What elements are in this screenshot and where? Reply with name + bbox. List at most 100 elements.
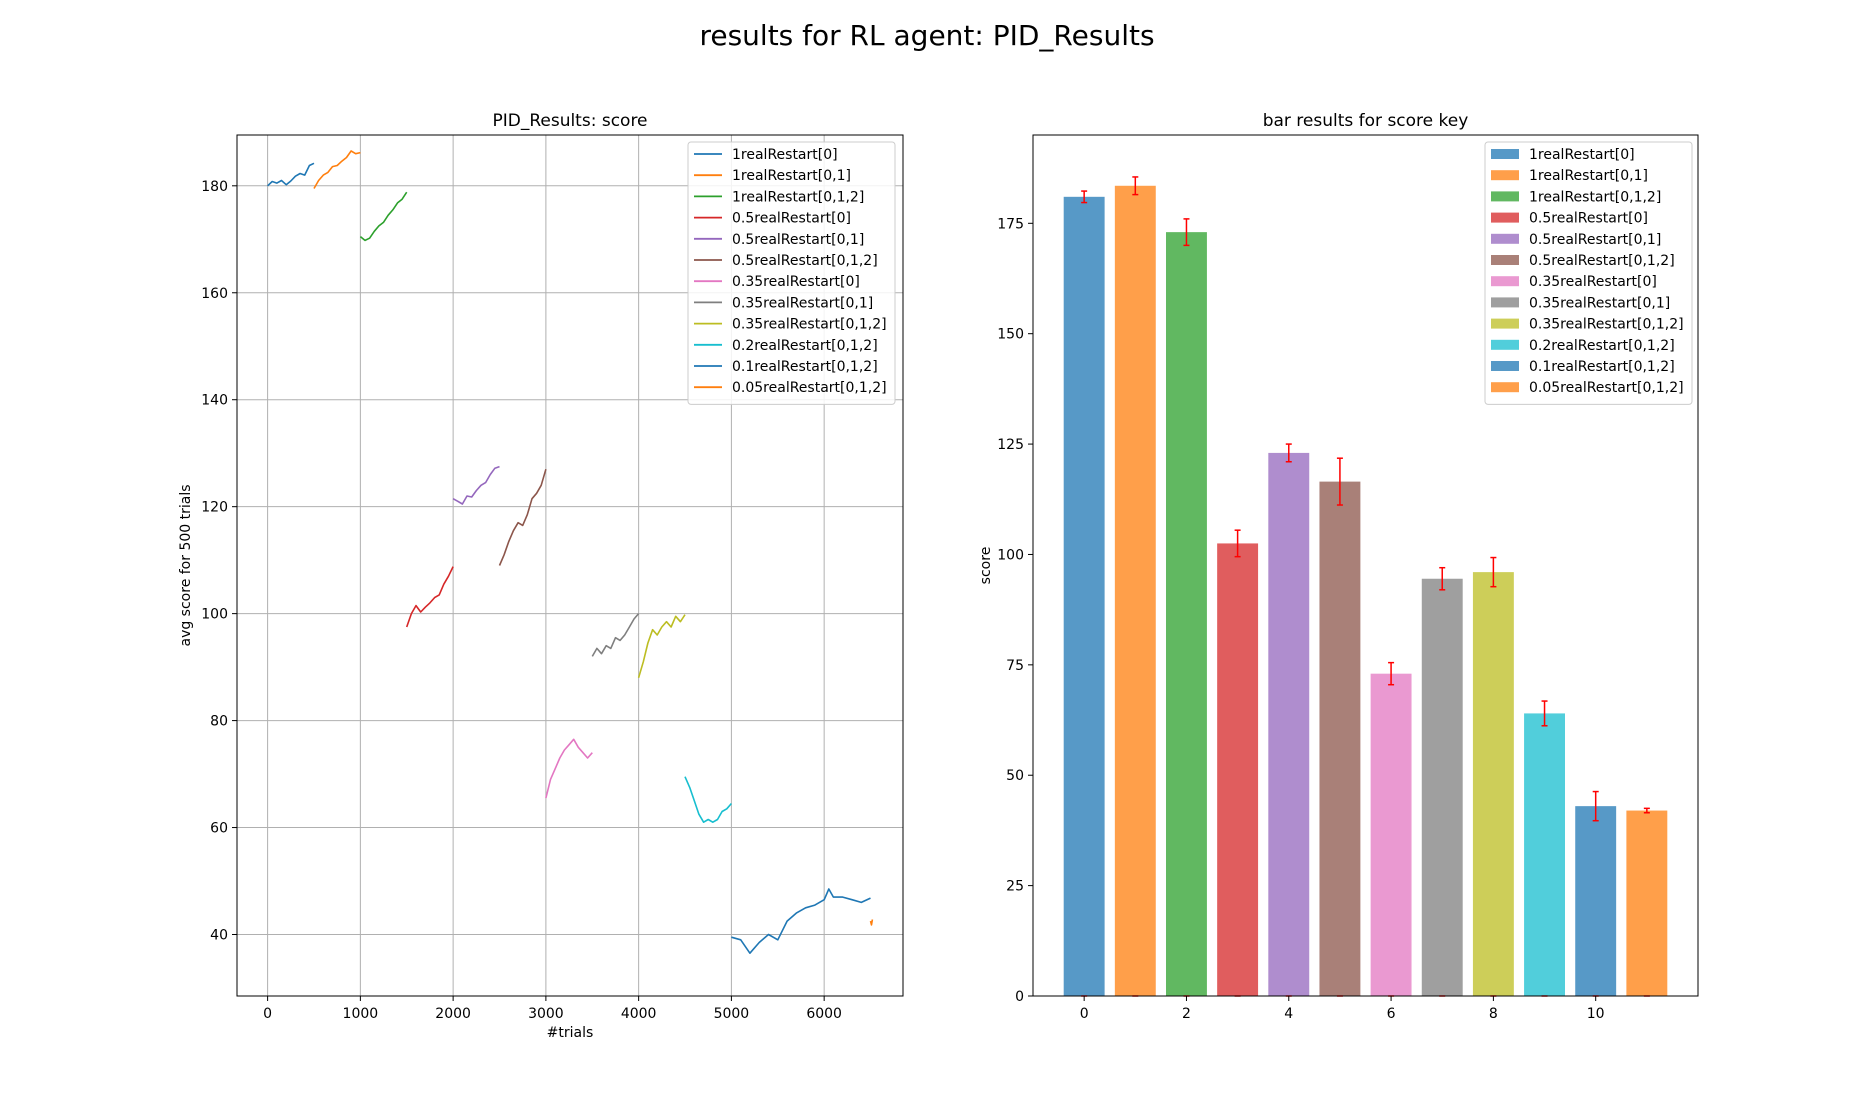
legend-entry-label: 0.2realRestart[0,1,2]	[732, 338, 878, 354]
y-tick-label: 140	[201, 393, 228, 409]
series-line	[545, 738, 593, 799]
legend-entry-label: 0.05realRestart[0,1,2]	[732, 380, 887, 396]
y-tick-label: 150	[997, 327, 1024, 343]
bar	[1370, 673, 1412, 996]
bar	[1063, 196, 1105, 997]
legend-entry-label: 1realRestart[0,1,2]	[1529, 189, 1661, 205]
figure-title: results for RL agent: PID_Results	[699, 19, 1154, 52]
x-tick-label: 2	[1182, 1006, 1191, 1022]
legend-patch-swatch	[1491, 212, 1519, 223]
line-chart-frame	[236, 134, 904, 997]
series-line	[313, 150, 361, 189]
y-tick-label: 75	[1006, 658, 1024, 674]
legend-patch-swatch	[1491, 170, 1519, 181]
legend-entry-label: 0.35realRestart[0,1]	[1529, 295, 1670, 311]
line-chart-panel: 0 1000 2000 3000 4000 5000 6000 40 60 80 100 120 14…	[178, 111, 904, 1041]
legend-entry-label: 0.35realRestart[0,1,2]	[1529, 317, 1684, 333]
y-tick-label: 60	[210, 821, 228, 837]
x-tick-label: 5000	[714, 1006, 750, 1022]
legend-entry-label: 0.5realRestart[0,1,2]	[1529, 253, 1675, 269]
x-tick-label: 1000	[343, 1006, 379, 1022]
line-chart-x-label: #trials	[547, 1025, 594, 1041]
legend-entry-label: 0.35realRestart[0]	[732, 274, 860, 290]
y-tick-label: 0	[1015, 989, 1024, 1005]
y-tick-label: 120	[201, 500, 228, 516]
x-tick-label: 4000	[621, 1006, 657, 1022]
legend-patch-swatch	[1491, 382, 1519, 393]
bar	[1421, 578, 1463, 996]
legend-entry-label: 0.5realRestart[0]	[1529, 211, 1648, 227]
line-chart-grid	[237, 135, 903, 996]
series-line	[731, 888, 871, 955]
bar	[1268, 452, 1310, 996]
bar	[1166, 232, 1207, 997]
bar	[1217, 543, 1259, 996]
x-tick-label: 6000	[806, 1006, 842, 1022]
series-line	[405, 566, 454, 628]
legend-entry-label: 0.5realRestart[0,1]	[1529, 232, 1661, 248]
line-chart-series-group	[267, 150, 874, 955]
series-line	[498, 468, 547, 566]
legend-entry-label: 0.35realRestart[0,1]	[732, 295, 873, 311]
line-chart-y-axis: 40 60 80 100 120 140 160 180	[201, 179, 237, 944]
legend-entry-label: 0.35realRestart[0]	[1529, 274, 1657, 290]
x-tick-label: 8	[1489, 1006, 1498, 1022]
legend-entry-label: 0.1realRestart[0,1,2]	[732, 359, 878, 375]
bar-chart-y-axis: 0 25 50 75 100 125 150 175	[997, 216, 1033, 1005]
series-line	[452, 465, 500, 505]
legend-entry-label: 1realRestart[0]	[1529, 147, 1635, 163]
bar	[1472, 572, 1514, 996]
legend-patch-swatch	[1491, 149, 1519, 159]
bar	[1626, 810, 1668, 996]
x-tick-label: 10	[1587, 1006, 1605, 1022]
legend-entry-label: 1realRestart[0,1,2]	[732, 189, 864, 205]
series-line	[591, 613, 640, 657]
line-chart-legend: 1realRestart[0] 1realRestart[0,1] 1realRes…	[687, 141, 896, 405]
legend-patch-swatch	[1491, 233, 1519, 244]
bar-chart-legend: 1realRestart[0] 1realRestart[0,1] 1realRes…	[1484, 141, 1693, 405]
series-line	[684, 776, 733, 824]
legend-entry-label: 0.5realRestart[0,1]	[732, 232, 864, 248]
bar	[1114, 185, 1156, 996]
x-tick-label: 6	[1387, 1006, 1396, 1022]
legend-entry-label: 1realRestart[0]	[732, 147, 838, 163]
legend-patch-swatch	[1491, 191, 1519, 202]
legend-entry-label: 1realRestart[0,1]	[1529, 168, 1648, 184]
bar-chart-y-label: score	[978, 547, 994, 585]
legend-patch-swatch	[1491, 276, 1519, 287]
x-tick-label: 4	[1284, 1006, 1293, 1022]
x-tick-label: 3000	[528, 1006, 564, 1022]
legend-patch-swatch	[1491, 318, 1519, 329]
bar-chart-bars-group	[1063, 185, 1668, 997]
legend-entry-label: 0.5realRestart[0,1,2]	[732, 253, 878, 269]
legend-entry-label: 0.05realRestart[0,1,2]	[1529, 380, 1684, 396]
series-line	[267, 162, 315, 187]
legend-entry-label: 0.1realRestart[0,1,2]	[1529, 359, 1675, 375]
legend-entry-label: 1realRestart[0,1]	[732, 168, 851, 184]
legend-box	[687, 141, 896, 405]
line-chart-title: PID_Results: score	[492, 111, 647, 131]
y-tick-label: 80	[210, 714, 228, 730]
bar	[1524, 713, 1565, 996]
bar-chart-x-axis: 0 2 4 6 8 10	[1080, 996, 1605, 1022]
series-line	[359, 191, 408, 242]
bar-chart-panel: 0 2 4 6 8 10 0 25 50 75 100 125 150 175 bar results …	[978, 111, 1699, 1022]
legend-patch-swatch	[1491, 361, 1519, 371]
legend-entry-label: 0.5realRestart[0]	[732, 211, 851, 227]
y-tick-label: 100	[997, 547, 1024, 563]
line-chart-x-axis: 0 1000 2000 3000 4000 5000 6000	[263, 996, 842, 1022]
bar-chart-frame	[1032, 134, 1699, 997]
y-tick-label: 50	[1006, 768, 1024, 784]
bar	[1575, 806, 1617, 996]
x-tick-label: 2000	[435, 1006, 471, 1022]
legend-box	[1484, 141, 1693, 405]
bar-chart-title: bar results for score key	[1263, 111, 1469, 131]
series-line	[869, 919, 874, 926]
y-tick-label: 125	[997, 437, 1024, 453]
legend-entry-label: 0.2realRestart[0,1,2]	[1529, 338, 1675, 354]
series-line	[637, 614, 686, 679]
y-tick-label: 100	[201, 607, 228, 623]
y-tick-label: 25	[1006, 879, 1024, 895]
legend-patch-swatch	[1491, 255, 1519, 265]
